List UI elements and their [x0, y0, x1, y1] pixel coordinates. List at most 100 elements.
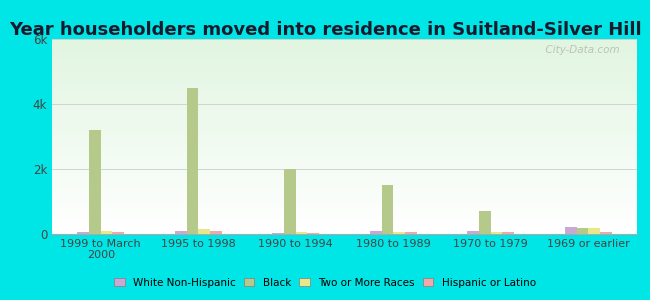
Bar	[502, 232, 514, 234]
Bar	[52, 232, 637, 234]
Bar	[89, 130, 101, 234]
Bar	[393, 232, 405, 234]
Bar	[52, 80, 637, 82]
Text: City-Data.com: City-Data.com	[539, 45, 619, 55]
Bar	[52, 84, 637, 86]
Bar	[405, 232, 417, 234]
Bar	[52, 98, 637, 100]
Bar	[491, 232, 502, 234]
Bar	[52, 222, 637, 224]
Bar	[52, 121, 637, 123]
Bar	[52, 191, 637, 193]
Bar	[52, 119, 637, 121]
Bar	[52, 152, 637, 154]
Bar	[52, 94, 637, 95]
Bar	[52, 176, 637, 177]
Bar	[175, 231, 187, 234]
Bar	[52, 224, 637, 226]
Bar	[52, 131, 637, 133]
Bar	[296, 232, 307, 234]
Bar	[565, 227, 577, 234]
Bar	[52, 39, 637, 41]
Bar	[52, 45, 637, 47]
Bar	[52, 211, 637, 212]
Bar	[52, 203, 637, 205]
Bar	[52, 78, 637, 80]
Bar	[52, 150, 637, 152]
Bar	[467, 231, 479, 234]
Bar	[52, 162, 637, 164]
Bar	[52, 205, 637, 207]
Bar	[52, 49, 637, 51]
Bar	[52, 64, 637, 66]
Bar	[52, 220, 637, 222]
Bar	[52, 41, 637, 43]
Bar	[52, 230, 637, 232]
Bar	[52, 207, 637, 209]
Bar	[52, 125, 637, 127]
Bar	[52, 139, 637, 140]
Bar	[272, 233, 284, 234]
Bar	[52, 181, 637, 183]
Bar	[52, 105, 637, 107]
Bar	[52, 115, 637, 117]
Bar	[101, 231, 112, 234]
Bar	[52, 197, 637, 199]
Bar	[52, 123, 637, 125]
Bar	[52, 158, 637, 160]
Bar	[52, 43, 637, 45]
Bar	[52, 148, 637, 150]
Bar	[52, 134, 637, 136]
Bar	[52, 136, 637, 138]
Bar	[52, 103, 637, 105]
Bar	[52, 82, 637, 84]
Bar	[112, 232, 124, 234]
Bar	[52, 74, 637, 76]
Bar	[52, 185, 637, 187]
Bar	[52, 66, 637, 68]
Bar	[52, 144, 637, 146]
Bar	[52, 70, 637, 72]
Bar	[52, 101, 637, 103]
Bar	[52, 201, 637, 203]
Bar	[52, 154, 637, 156]
Bar	[52, 199, 637, 201]
Bar	[210, 231, 222, 234]
Bar	[577, 227, 588, 234]
Bar	[187, 88, 198, 234]
Bar	[52, 156, 637, 158]
Bar	[307, 233, 319, 234]
Bar	[52, 187, 637, 189]
Bar	[600, 232, 612, 234]
Bar	[52, 173, 637, 175]
Bar	[52, 172, 637, 173]
Bar	[52, 86, 637, 88]
Bar	[52, 164, 637, 166]
Bar	[52, 189, 637, 191]
Bar	[52, 95, 637, 98]
Bar	[52, 127, 637, 129]
Bar	[52, 160, 637, 162]
Bar	[52, 133, 637, 134]
Bar	[52, 177, 637, 179]
Bar	[52, 183, 637, 185]
Bar	[52, 68, 637, 70]
Bar	[52, 209, 637, 211]
Bar	[52, 72, 637, 74]
Bar	[52, 90, 637, 92]
Bar	[52, 166, 637, 168]
Bar	[284, 169, 296, 234]
Bar	[52, 76, 637, 78]
Bar	[52, 168, 637, 169]
Bar	[52, 99, 637, 101]
Bar	[52, 92, 637, 94]
Bar	[52, 212, 637, 214]
Bar	[52, 47, 637, 49]
Bar	[52, 117, 637, 119]
Legend: White Non-Hispanic, Black, Two or More Races, Hispanic or Latino: White Non-Hispanic, Black, Two or More R…	[110, 274, 540, 292]
Bar	[52, 88, 637, 90]
Bar	[52, 62, 637, 64]
Bar	[52, 58, 637, 60]
Bar	[52, 142, 637, 144]
Bar	[52, 113, 637, 115]
